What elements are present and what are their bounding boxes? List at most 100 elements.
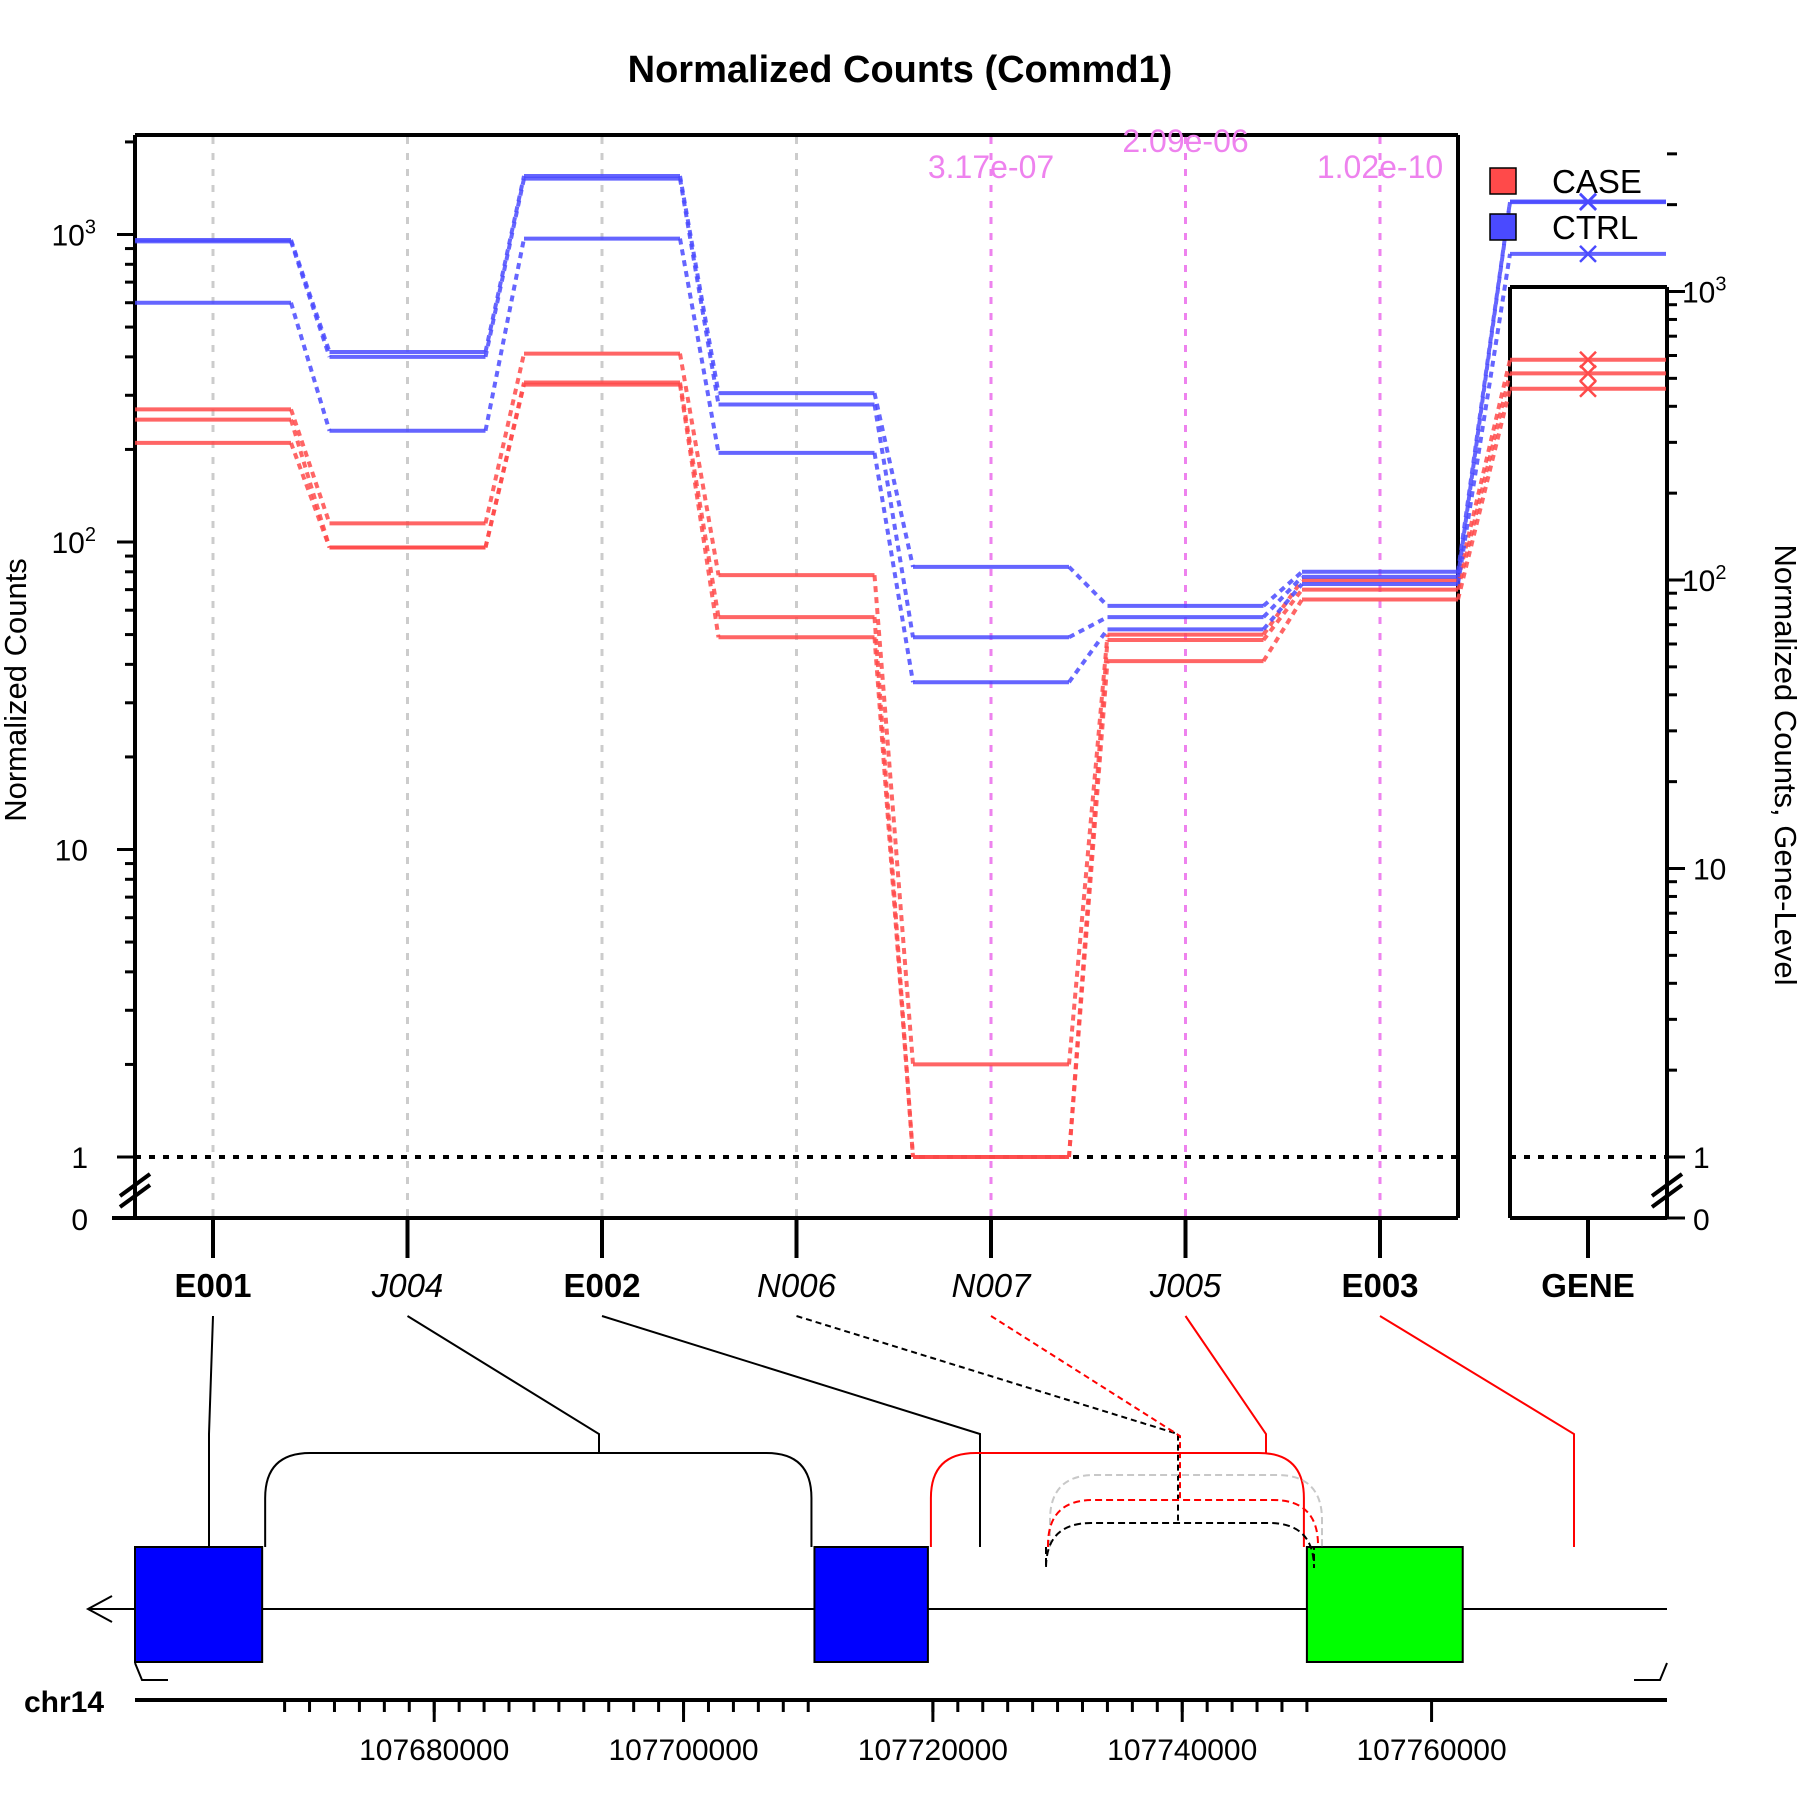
connector-j005 — [1184, 1315, 1267, 1453]
series-connector-case — [1261, 598, 1304, 663]
feature-label-n007: N007 — [952, 1267, 1033, 1304]
series-connector-ctrl — [872, 392, 915, 568]
y-axis-label-left: Normalized Counts — [0, 558, 33, 822]
pvalue-label-j005: 2.09e-06 — [1122, 123, 1248, 159]
series-connector-gene-ctrl — [1456, 201, 1512, 573]
gene-level-marker-case — [1579, 350, 1597, 369]
chart-title: Normalized Counts (Commd1) — [628, 49, 1173, 91]
series-connector-ctrl — [483, 178, 526, 358]
legend-label-ctrl: CTRL — [1552, 209, 1638, 246]
right-axis-break — [1650, 1172, 1684, 1198]
series-connector-gene-case — [1456, 359, 1512, 581]
gene-level-series — [1510, 192, 1666, 398]
connector-j004 — [406, 1315, 600, 1453]
left-tick-label-10: 10 — [55, 835, 88, 868]
right-tick-label-0: 0 — [1693, 1204, 1710, 1237]
junction-arc-n006 — [1045, 1522, 1315, 1569]
series-lines — [135, 173, 1512, 1159]
series-connector-gene-case — [1456, 372, 1512, 591]
series-connector-case — [483, 353, 526, 524]
left-tick-label-0: 0 — [71, 1204, 88, 1237]
gene-level-marker-ctrl — [1579, 245, 1597, 263]
gene-start-bracket — [134, 1662, 168, 1681]
left-y-axis: 0 1 10 102 103 — [52, 135, 152, 1237]
series-connector-gene-ctrl — [1456, 201, 1512, 578]
series-connector-case — [872, 616, 915, 1158]
series-connector-ctrl — [678, 238, 721, 454]
right-y-axis: 0 1 10 102 103 — [1650, 152, 1727, 1237]
feature-connectors — [208, 1315, 1575, 1547]
coord-label-2: 107720000 — [858, 1734, 1008, 1767]
junction-arc-grey — [1049, 1474, 1323, 1547]
left-tick-label-1000: 103 — [52, 217, 97, 253]
legend-label-case: CASE — [1552, 163, 1642, 200]
series-connector-ctrl — [1067, 628, 1110, 684]
feature-labels: E001 J004 E002 N006 N007 J005 E003 GENE — [174, 1267, 1634, 1304]
series-connector-gene-ctrl — [1456, 253, 1512, 585]
right-tick-label-100: 102 — [1682, 562, 1727, 598]
grid-lines — [211, 137, 798, 1216]
right-axis-break — [1650, 1183, 1684, 1209]
right-tick-label-1: 1 — [1693, 1142, 1710, 1175]
series-connector-ctrl — [1068, 615, 1109, 640]
pvalue-label-n007: 3.17e-07 — [928, 149, 1054, 185]
right-tick-label-10: 10 — [1693, 854, 1726, 887]
series-connector-case — [289, 408, 332, 524]
exon-e001 — [134, 1546, 264, 1663]
series-connector-gene-case — [1456, 388, 1512, 601]
x-axis — [112, 1216, 1667, 1258]
series-connector-case — [678, 382, 721, 618]
legend: CASE CTRL — [1489, 163, 1642, 246]
coord-label-1: 107700000 — [608, 1734, 758, 1767]
feature-label-j004: J004 — [371, 1267, 444, 1304]
connector-e002 — [601, 1315, 981, 1547]
connector-n007 — [990, 1315, 1181, 1500]
genomic-coordinate-axis: 107680000 107700000 107720000 107740000 1077… — [135, 1698, 1667, 1767]
coord-label-0: 107680000 — [359, 1734, 509, 1767]
series-connector-case — [289, 442, 332, 549]
pvalue-markers: 3.17e-07 2.09e-06 1.02e-10 — [928, 123, 1443, 1216]
pvalue-label-e003: 1.02e-10 — [1317, 149, 1443, 185]
feature-label-e002: E002 — [563, 1267, 640, 1304]
series-connector-ctrl — [1067, 565, 1109, 608]
series-connector-ctrl — [1261, 582, 1304, 631]
junction-arc-j004 — [264, 1452, 813, 1547]
feature-label-gene: GENE — [1541, 1267, 1635, 1304]
legend-swatch-case — [1489, 167, 1517, 195]
coord-label-3: 107740000 — [1107, 1734, 1257, 1767]
gene-end-bracket — [1634, 1662, 1668, 1681]
left-tick-label-100: 102 — [52, 524, 97, 560]
series-connector-case — [1067, 660, 1110, 1158]
y-axis-label-right: Normalized Counts, Gene-Level — [1768, 544, 1800, 985]
series-connector-ctrl — [483, 175, 526, 353]
series-connector-case — [1261, 579, 1304, 636]
series-connector-case — [872, 637, 915, 1158]
feature-label-e001: E001 — [174, 1267, 251, 1304]
exon-e002 — [813, 1546, 929, 1663]
series-connector-ctrl — [289, 302, 332, 432]
series-connector-ctrl — [872, 404, 915, 638]
series-connector-ctrl — [1262, 570, 1304, 608]
right-tick-label-1000: 103 — [1682, 274, 1727, 310]
feature-label-j005: J005 — [1149, 1267, 1222, 1304]
feature-label-e003: E003 — [1341, 1267, 1418, 1304]
series-connector-ctrl — [678, 175, 721, 394]
series-connector-ctrl — [872, 452, 915, 683]
series-connector-ctrl — [678, 178, 721, 405]
gene-level-marker-case — [1579, 379, 1597, 398]
series-connector-case — [678, 353, 721, 576]
series-connector-case — [1067, 634, 1110, 1065]
gene-model — [85, 1452, 1668, 1681]
exon-e003 — [1305, 1546, 1464, 1663]
gene-plot-frame — [1508, 285, 1669, 1218]
left-tick-label-1: 1 — [71, 1142, 88, 1175]
feature-label-n006: N006 — [757, 1267, 837, 1304]
series-connector-ctrl — [289, 240, 332, 358]
series-connector-case — [872, 575, 915, 1065]
connector-n006 — [796, 1315, 1179, 1523]
gene-level-marker-case — [1579, 364, 1597, 383]
series-connector-case — [483, 384, 526, 548]
series-connector-ctrl — [1262, 575, 1304, 619]
connector-e001 — [208, 1315, 214, 1547]
